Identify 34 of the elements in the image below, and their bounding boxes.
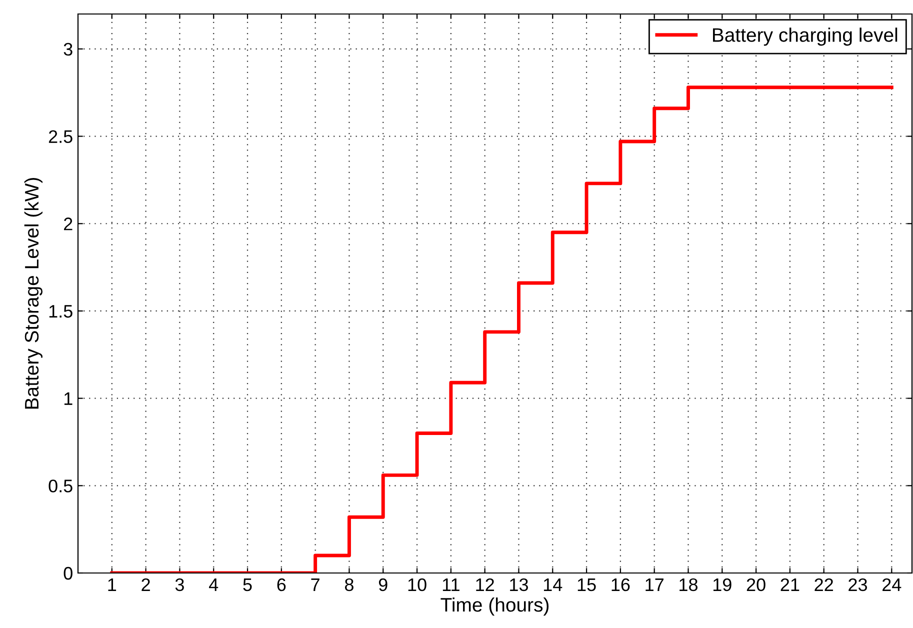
y-tick-label: 3 [64,42,72,56]
x-tick-label: 22 [814,578,833,591]
y-tick-label: 0 [64,566,72,580]
x-tick-label: 13 [510,578,528,592]
y-tick-label: 1 [64,392,72,405]
x-tick-label: 24 [882,578,902,591]
x-tick-label: 9 [378,578,388,592]
x-tick-label: 4 [209,578,218,591]
x-tick-label: 21 [780,578,800,591]
x-tick-label: 14 [544,578,562,591]
x-tick-label: 11 [442,578,460,591]
x-tick-label: 8 [344,578,354,592]
x-tick-label: 1 [108,578,116,591]
x-tick-label: 5 [243,578,252,592]
x-tick-label: 10 [408,578,426,592]
x-tick-label: 20 [746,578,766,592]
y-tick-label: 2.5 [48,130,72,143]
x-tick-label: 19 [713,578,732,592]
y-tick-label: 1.5 [49,305,72,318]
y-tick-label: 0.5 [48,480,72,492]
x-tick-label: 7 [311,578,320,591]
x-tick-label: 18 [680,578,698,592]
x-tick-label: 2 [142,578,150,591]
x-tick-label: 16 [612,578,630,592]
x-tick-label: 23 [848,578,868,592]
y-tick-label: 2 [64,218,72,230]
x-tick-label: 12 [476,578,494,591]
x-tick-label: 15 [578,578,596,592]
x-tick-label: 17 [646,578,664,591]
x-tick-label: 6 [277,578,286,592]
legend-label: Battery charging level [713,28,898,46]
y-axis-title: Battery Storage Level (kW) [24,178,42,409]
x-tick-label: 3 [175,578,184,592]
x-axis-title: Time (hours) [440,597,549,616]
